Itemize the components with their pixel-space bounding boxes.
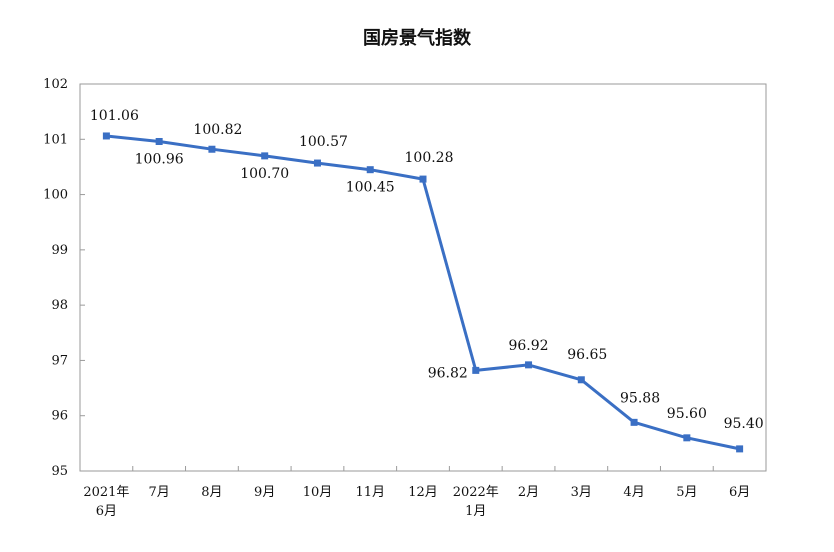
x-tick-label: 5月 [676, 485, 697, 500]
data-label: 100.57 [299, 134, 348, 150]
x-tick-label: 6月 [96, 504, 117, 519]
x-tick-label: 2月 [518, 485, 539, 500]
y-tick-label: 100 [43, 188, 68, 203]
x-tick-label: 2021年 [83, 485, 129, 500]
series-markers [102, 132, 744, 453]
data-point [366, 166, 374, 174]
y-tick-label: 101 [43, 132, 68, 147]
x-tick-label: 4月 [623, 485, 644, 500]
x-tick-label: 3月 [571, 485, 592, 500]
data-point [683, 434, 691, 442]
x-tick-label: 9月 [254, 485, 275, 500]
data-label: 96.82 [428, 365, 468, 381]
y-axis: 95 96 97 98 99 100 101 102 [43, 77, 85, 479]
y-tick-label: 98 [51, 298, 68, 313]
data-point [736, 445, 744, 453]
x-tick-label: 12月 [408, 485, 438, 500]
data-label: 96.65 [567, 347, 607, 363]
x-tick-label: 10月 [303, 485, 333, 500]
y-tick-label: 99 [51, 243, 68, 258]
x-tick-label: 7月 [149, 485, 170, 500]
data-point [261, 152, 269, 160]
data-labels: 101.06 100.96 100.82 100.70 100.57 100.45 100.… [90, 108, 764, 432]
y-tick-label: 96 [51, 409, 68, 424]
y-tick-label: 97 [51, 353, 68, 368]
data-label: 100.96 [135, 151, 184, 167]
data-label: 100.28 [405, 150, 454, 166]
x-tick-label: 11月 [355, 485, 385, 500]
x-tick-label: 6月 [729, 485, 750, 500]
chart-title: 国房景气指数 [363, 28, 471, 49]
data-point [155, 137, 163, 145]
plot-frame [79, 83, 767, 472]
data-point [208, 145, 216, 153]
data-point [630, 418, 638, 426]
data-label: 100.82 [193, 122, 242, 138]
data-label: 100.70 [240, 166, 289, 182]
data-point [102, 132, 110, 140]
data-point [577, 376, 585, 384]
x-tick-label: 8月 [201, 485, 222, 500]
data-point [313, 159, 321, 167]
y-tick-label: 95 [51, 464, 68, 479]
data-label: 100.45 [346, 180, 395, 196]
x-axis: 2021年 6月 7月 8月 9月 10月 11月 12月 2022年 1月 2月 3月 4月 5月 6月 [83, 466, 750, 519]
data-label: 96.92 [508, 338, 548, 354]
data-label: 95.60 [667, 406, 707, 422]
data-label: 95.40 [724, 416, 764, 432]
x-tick-label: 2022年 [453, 485, 499, 500]
data-label: 101.06 [90, 108, 139, 124]
data-label: 95.88 [620, 390, 660, 406]
data-point [525, 361, 533, 369]
data-point [419, 175, 427, 183]
y-tick-label: 102 [43, 77, 68, 92]
data-point [472, 366, 480, 374]
x-tick-label: 1月 [465, 504, 486, 519]
